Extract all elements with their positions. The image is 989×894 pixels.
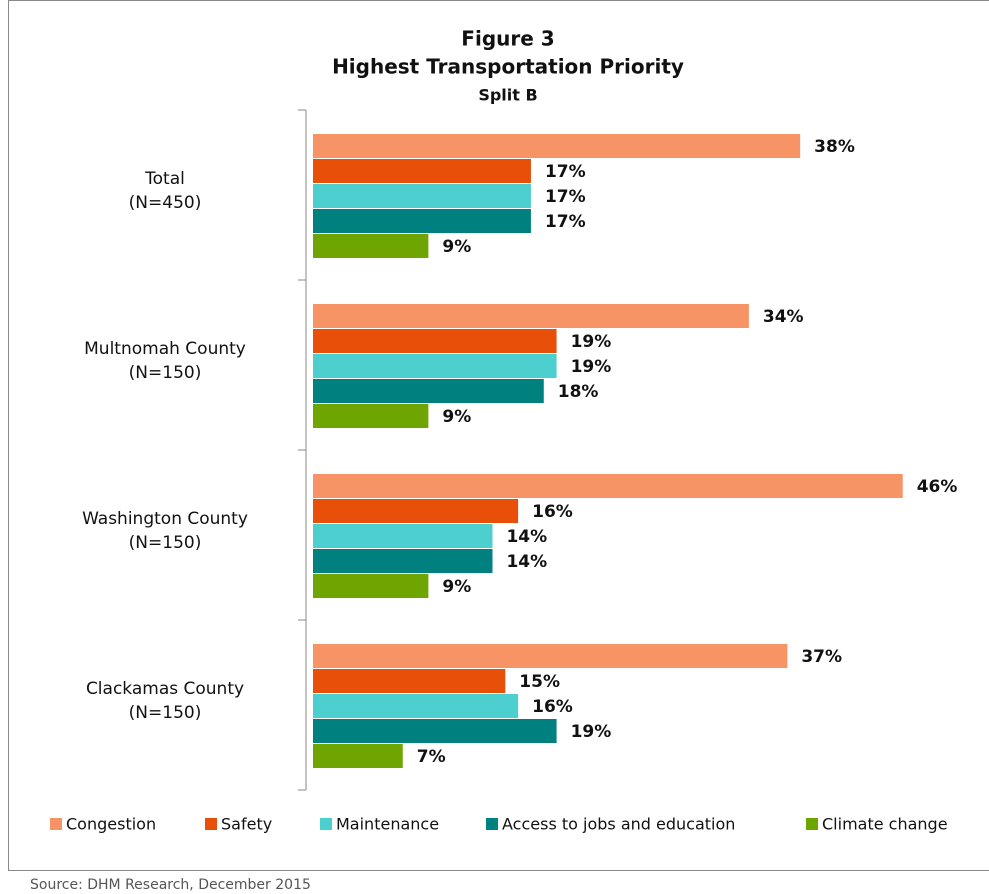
legend-label: Climate change [822,815,948,834]
chart-subtitle: Highest Transportation Priority [332,55,684,79]
category-label: Multnomah County (N=150) [84,339,246,383]
bar [313,184,531,208]
bar [313,354,557,378]
legend-swatch [806,818,818,830]
data-label: 19% [571,722,612,742]
data-label: 46% [917,477,958,497]
bar [313,499,519,523]
bar [313,329,557,353]
bar [313,474,903,498]
data-label: 9% [442,237,471,257]
legend-label: Access to jobs and education [502,815,735,834]
bar [313,744,403,768]
bar [313,644,788,668]
frame [8,0,989,871]
data-label: 15% [519,672,560,692]
legend-label: Safety [221,815,272,834]
bar [313,549,493,573]
bar [313,209,531,233]
data-label: 7% [417,747,446,767]
data-label: 14% [506,527,547,547]
data-label: 17% [545,212,586,232]
data-label: 18% [558,382,599,402]
chart-title: Figure 3 [461,27,554,51]
bar [313,159,531,183]
legend-swatch [320,818,332,830]
category-label: Clackamas County (N=150) [85,679,245,723]
data-label: 9% [442,407,471,427]
bar [313,404,429,428]
legend-swatch [486,818,498,830]
category-label: Washington County (N=150) [82,509,248,553]
data-label: 37% [801,647,842,667]
data-label: 14% [506,552,547,572]
chart-subtitle: Split B [478,86,537,105]
bar [313,234,429,258]
data-label: 16% [532,502,573,522]
data-label: 17% [545,162,586,182]
bar [313,574,429,598]
bar [313,669,506,693]
legend-label: Maintenance [336,815,439,834]
bar [313,304,749,328]
data-label: 19% [571,357,612,377]
bar [313,719,557,743]
bar [313,524,493,548]
data-label: 38% [814,137,855,157]
data-label: 19% [571,332,612,352]
bar [313,379,544,403]
source-note: Source: DHM Research, December 2015 [30,877,311,893]
data-label: 9% [442,577,471,597]
legend-swatch [205,818,217,830]
legend-swatch [50,818,62,830]
data-label: 34% [763,307,804,327]
category-label: Total (N=450) [128,169,202,213]
legend-label: Congestion [66,815,156,834]
data-label: 17% [545,187,586,207]
data-label: 16% [532,697,573,717]
bar [313,134,801,158]
bar [313,694,519,718]
